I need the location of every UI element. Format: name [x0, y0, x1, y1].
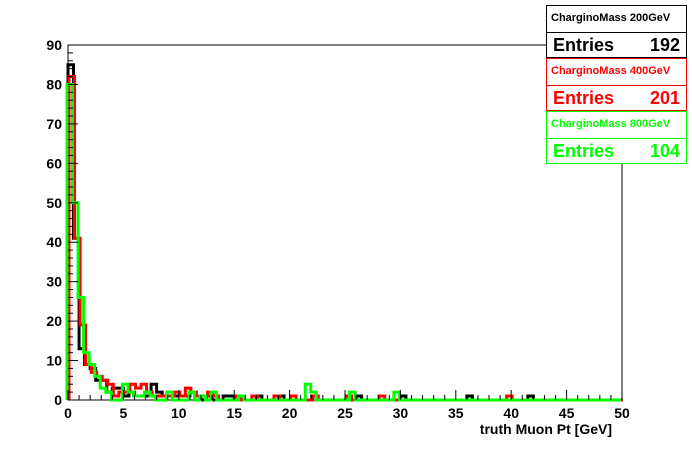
x-tick-label: 50 [614, 405, 630, 421]
stats-box-divider [547, 32, 686, 33]
stats-box-divider [547, 85, 686, 86]
stats-box-title: CharginoMass 800GeV [551, 118, 671, 130]
stats-entries-label: Entries [553, 35, 615, 55]
y-tick-label: 0 [54, 392, 62, 408]
stats-box-200gev: CharginoMass 200GeV Entries 192 [546, 5, 687, 58]
y-tick-label: 30 [46, 274, 62, 290]
stats-entries-label: Entries [553, 141, 615, 161]
x-tick-label: 35 [448, 405, 464, 421]
stats-box-400gev: CharginoMass 400GeV Entries 201 [546, 58, 687, 111]
x-tick-label: 45 [559, 405, 575, 421]
y-tick-label: 40 [46, 234, 62, 250]
y-tick-label: 80 [46, 76, 62, 92]
x-tick-label: 0 [64, 405, 72, 421]
stats-box-title: CharginoMass 400GeV [551, 65, 671, 77]
x-tick-label: 25 [337, 405, 353, 421]
x-tick-label: 40 [503, 405, 519, 421]
plot-frame [67, 44, 623, 401]
stats-box-800gev: CharginoMass 800GeV Entries 104 [546, 111, 687, 164]
x-tick-label: 15 [226, 405, 242, 421]
x-axis-title: truth Muon Pt [GeV] [480, 421, 612, 437]
y-tick-label: 10 [46, 353, 62, 369]
y-tick-label: 60 [46, 155, 62, 171]
x-tick-label: 10 [171, 405, 187, 421]
y-tick-label: 90 [46, 37, 62, 53]
stats-entries-value: 104 [649, 141, 680, 161]
y-tick-label: 50 [46, 195, 62, 211]
stats-box-title: CharginoMass 200GeV [551, 12, 671, 24]
histogram-series-3 [65, 82, 621, 402]
series-layer [65, 63, 623, 402]
x-tick-label: 5 [120, 405, 128, 421]
y-tick-label: 70 [46, 116, 62, 132]
x-tick-label: 20 [282, 405, 298, 421]
axis-layer: 0 5 10 15 20 25 30 35 40 45 50 0 10 20 30 40 50 60 70 80 90 [46, 37, 630, 421]
x-tick-label: 30 [393, 405, 409, 421]
stats-entries-value: 201 [649, 88, 680, 108]
stats-entries-value: 192 [649, 35, 680, 55]
stats-box-divider [547, 138, 686, 139]
stats-entries-label: Entries [553, 88, 615, 108]
y-tick-label: 20 [46, 313, 62, 329]
